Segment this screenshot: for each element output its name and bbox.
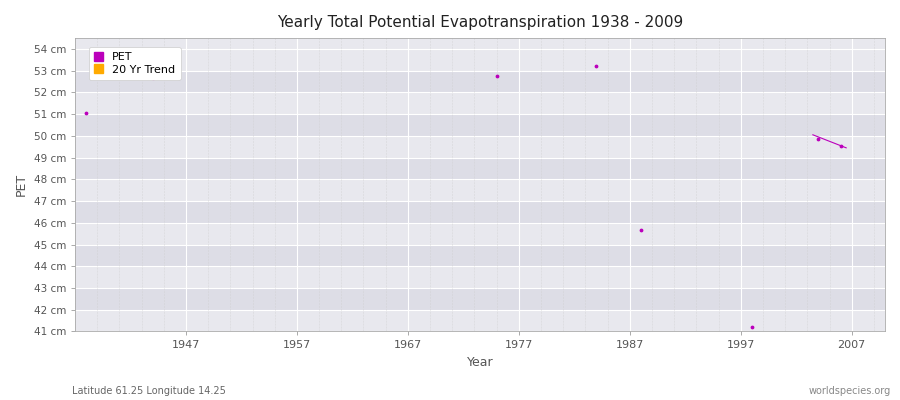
X-axis label: Year: Year xyxy=(467,356,493,369)
Bar xyxy=(75,179,885,201)
Bar xyxy=(75,288,885,310)
Point xyxy=(590,63,604,70)
Bar xyxy=(75,158,885,179)
Bar xyxy=(75,310,885,332)
Point xyxy=(490,73,504,79)
Point xyxy=(744,324,759,330)
Bar xyxy=(75,71,885,92)
Bar xyxy=(75,49,885,71)
Point xyxy=(833,142,848,149)
Text: worldspecies.org: worldspecies.org xyxy=(809,386,891,396)
Legend: PET, 20 Yr Trend: PET, 20 Yr Trend xyxy=(88,46,181,80)
Bar xyxy=(75,114,885,136)
Bar xyxy=(75,92,885,114)
Bar xyxy=(75,266,885,288)
Text: Latitude 61.25 Longitude 14.25: Latitude 61.25 Longitude 14.25 xyxy=(72,386,226,396)
Bar xyxy=(75,136,885,158)
Point xyxy=(79,110,94,116)
Bar xyxy=(75,201,885,223)
Bar xyxy=(75,223,885,244)
Point xyxy=(146,75,160,82)
Y-axis label: PET: PET xyxy=(15,173,28,196)
Point xyxy=(634,227,648,234)
Bar xyxy=(75,244,885,266)
Title: Yearly Total Potential Evapotranspiration 1938 - 2009: Yearly Total Potential Evapotranspiratio… xyxy=(277,15,683,30)
Point xyxy=(811,136,825,142)
